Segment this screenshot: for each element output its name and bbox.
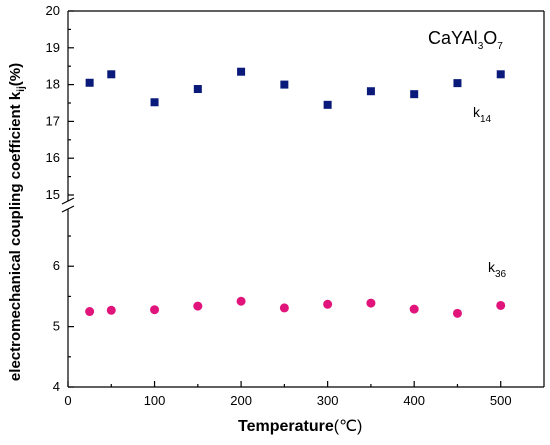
y-tick-label: 19 <box>46 40 60 55</box>
y-axis-label: electromechanical coupling coefficient k… <box>7 63 27 381</box>
plot-frame <box>61 10 545 388</box>
y-tick-label: 17 <box>46 113 60 128</box>
y-tick-label: 5 <box>53 319 60 334</box>
series-label-k14: k14 <box>473 104 492 125</box>
data-point-circle <box>409 304 419 314</box>
x-tick-label: 100 <box>144 393 166 408</box>
data-point-circle <box>452 308 462 318</box>
series-label-k36: k36 <box>488 259 507 280</box>
data-point-circle <box>85 307 95 317</box>
y-tick-label: 15 <box>46 187 60 202</box>
data-point-square <box>107 70 116 79</box>
y-tick-label: 4 <box>53 379 60 394</box>
y-tick-label: 18 <box>46 77 60 92</box>
x-tick-label: 500 <box>490 393 512 408</box>
data-point-square <box>410 90 419 99</box>
y-tick-label: 20 <box>46 3 60 18</box>
data-point-circle <box>106 305 116 315</box>
data-point-square <box>280 80 289 89</box>
data-point-square <box>193 85 202 94</box>
y-tick-label: 6 <box>53 258 60 273</box>
chart-title: CaYAl3O7 <box>428 28 503 52</box>
data-point-circle <box>236 296 246 306</box>
data-point-square <box>453 79 462 88</box>
x-tick-label: 200 <box>230 393 252 408</box>
axis-ticks: 0 100 200 300 400 500 15 16 17 18 19 20 4 5 6 <box>46 3 512 408</box>
data-point-circle <box>496 300 506 310</box>
data-point-square <box>496 70 505 79</box>
y-tick-label: 16 <box>46 150 60 165</box>
data-point-circle <box>323 299 333 309</box>
data-point-circle <box>279 303 289 313</box>
data-point-circle <box>150 305 160 315</box>
x-tick-label: 0 <box>64 393 71 408</box>
data-point-square <box>366 87 375 96</box>
data-point-square <box>150 98 159 107</box>
axis-break-mark <box>61 197 75 205</box>
data-marks <box>85 67 506 318</box>
data-point-circle <box>193 301 203 311</box>
x-tick-label: 300 <box>317 393 339 408</box>
x-axis-label: Temperature(℃) <box>238 418 362 435</box>
data-point-square <box>237 67 246 76</box>
axis-break-mark <box>61 205 75 213</box>
data-point-square <box>323 100 332 109</box>
x-tick-label: 400 <box>403 393 425 408</box>
data-point-square <box>85 78 94 87</box>
data-point-circle <box>366 298 376 308</box>
